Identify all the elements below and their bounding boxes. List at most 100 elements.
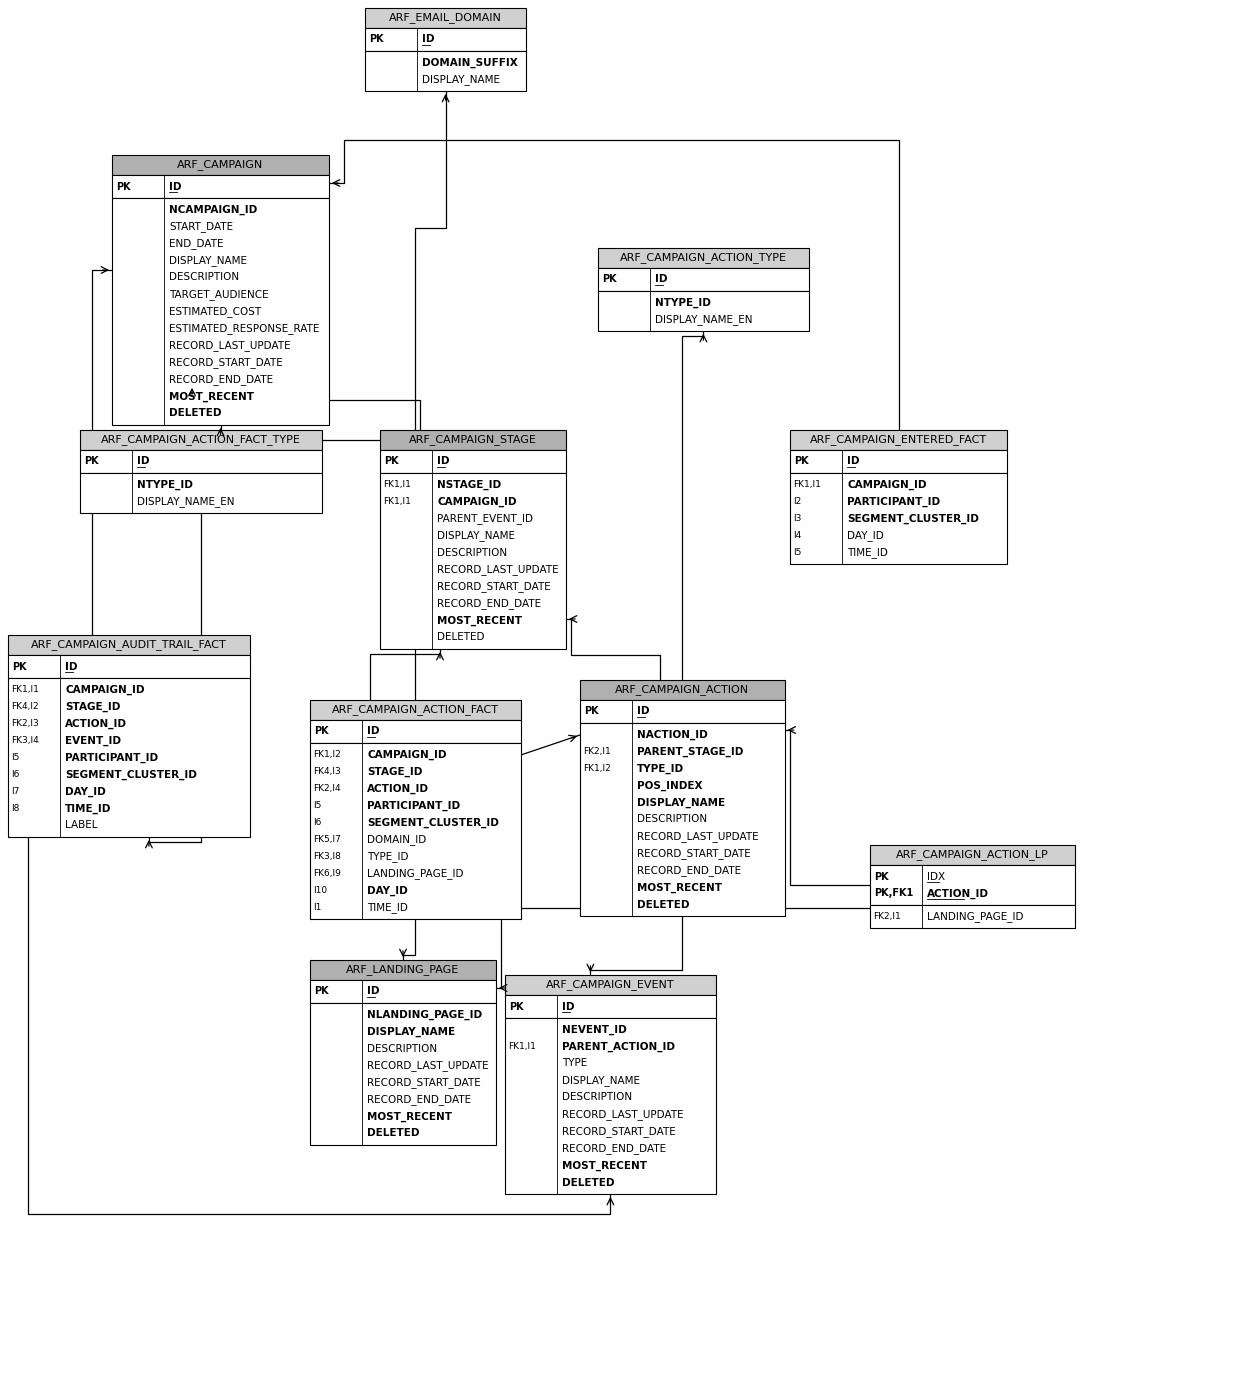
Text: RECORD_END_DATE: RECORD_END_DATE	[367, 1095, 472, 1106]
Bar	[870, 865, 1075, 906]
Text: RECORD_LAST_UPDATE: RECORD_LAST_UPDATE	[169, 340, 290, 351]
Text: PARTICIPANT_ID: PARTICIPANT_ID	[65, 753, 158, 763]
Bar	[7, 656, 249, 678]
Text: DOMAIN_SUFFIX: DOMAIN_SUFFIX	[422, 57, 517, 68]
Text: FK1,I2: FK1,I2	[313, 750, 341, 758]
Text: DAY_ID: DAY_ID	[367, 885, 408, 896]
Text: I2: I2	[793, 497, 802, 506]
Text: IDX: IDX	[927, 871, 946, 882]
Text: MOST_RECENT: MOST_RECENT	[562, 1160, 647, 1171]
Text: ARF_EMAIL_DOMAIN: ARF_EMAIL_DOMAIN	[390, 13, 503, 24]
Text: ID: ID	[848, 457, 860, 467]
Bar	[365, 51, 526, 92]
Text: PK: PK	[369, 35, 383, 44]
Text: PK: PK	[314, 726, 329, 736]
Text: PK: PK	[314, 986, 329, 996]
Text: RECORD_END_DATE: RECORD_END_DATE	[169, 374, 273, 385]
Text: PK: PK	[84, 457, 98, 467]
Text: DELETED: DELETED	[562, 1178, 614, 1188]
Text: NCAMPAIGN_ID: NCAMPAIGN_ID	[169, 204, 257, 215]
Text: STAGE_ID: STAGE_ID	[65, 701, 120, 711]
Bar	[310, 1003, 496, 1145]
Text: NLANDING_PAGE_ID: NLANDING_PAGE_ID	[367, 1010, 482, 1020]
Text: ID: ID	[65, 661, 77, 671]
Text: PARTICIPANT_ID: PARTICIPANT_ID	[367, 800, 460, 811]
Text: NACTION_ID: NACTION_ID	[637, 729, 707, 739]
Text: STAGE_ID: STAGE_ID	[367, 767, 422, 776]
Text: RECORD_LAST_UPDATE: RECORD_LAST_UPDATE	[437, 564, 558, 575]
Bar	[112, 175, 329, 199]
Bar	[112, 156, 329, 175]
Text: TIME_ID: TIME_ID	[367, 901, 408, 913]
Text: DAY_ID: DAY_ID	[65, 786, 105, 797]
Text: PARTICIPANT_ID: PARTICIPANT_ID	[848, 496, 941, 507]
Bar	[870, 906, 1075, 928]
Text: CAMPAIGN_ID: CAMPAIGN_ID	[848, 479, 927, 490]
Text: I3: I3	[793, 514, 802, 524]
Text: FK2,I1: FK2,I1	[872, 913, 901, 921]
Text: DESCRIPTION: DESCRIPTION	[437, 547, 508, 557]
Text: PARENT_ACTION_ID: PARENT_ACTION_ID	[562, 1042, 675, 1051]
Text: ARF_LANDING_PAGE: ARF_LANDING_PAGE	[346, 964, 459, 975]
Text: EVENT_ID: EVENT_ID	[65, 735, 122, 746]
Text: DOMAIN_ID: DOMAIN_ID	[367, 833, 426, 845]
Bar	[380, 431, 566, 450]
Text: TIME_ID: TIME_ID	[848, 547, 887, 558]
Text: DISPLAY_NAME: DISPLAY_NAME	[562, 1075, 640, 1086]
Text: ARF_CAMPAIGN_ACTION: ARF_CAMPAIGN_ACTION	[616, 685, 750, 696]
Text: RECORD_START_DATE: RECORD_START_DATE	[437, 581, 551, 592]
Text: FK6,I9: FK6,I9	[313, 870, 341, 878]
Text: RECORD_START_DATE: RECORD_START_DATE	[637, 849, 751, 858]
Text: RECORD_LAST_UPDATE: RECORD_LAST_UPDATE	[637, 831, 758, 842]
Text: SEGMENT_CLUSTER_ID: SEGMENT_CLUSTER_ID	[65, 770, 197, 779]
Text: FK2,I1: FK2,I1	[583, 747, 611, 756]
Bar	[505, 1018, 716, 1195]
Bar	[79, 474, 321, 513]
Bar	[380, 450, 566, 474]
Text: ID: ID	[437, 457, 449, 467]
Text: DELETED: DELETED	[169, 408, 221, 418]
Text: I10: I10	[313, 886, 328, 895]
Text: RECORD_END_DATE: RECORD_END_DATE	[637, 865, 741, 876]
Text: ARF_CAMPAIGN_EVENT: ARF_CAMPAIGN_EVENT	[546, 979, 675, 990]
Bar	[791, 474, 1006, 564]
Text: FK1,I1: FK1,I1	[11, 685, 38, 694]
Bar	[112, 199, 329, 425]
Bar	[310, 981, 496, 1003]
Text: I5: I5	[793, 549, 802, 557]
Text: RECORD_END_DATE: RECORD_END_DATE	[562, 1143, 666, 1154]
Text: START_DATE: START_DATE	[169, 221, 233, 232]
Text: NTYPE_ID: NTYPE_ID	[655, 297, 711, 307]
Text: PK: PK	[602, 275, 617, 285]
Text: DESCRIPTION: DESCRIPTION	[367, 1043, 437, 1053]
Text: FK1,I1: FK1,I1	[508, 1042, 536, 1051]
Text: ID: ID	[137, 457, 149, 467]
Text: RECORD_START_DATE: RECORD_START_DATE	[367, 1076, 480, 1088]
Text: DISPLAY_NAME: DISPLAY_NAME	[637, 797, 725, 807]
Text: PK,FK1: PK,FK1	[874, 889, 913, 899]
Bar	[580, 700, 784, 724]
Text: ARF_CAMPAIGN_STAGE: ARF_CAMPAIGN_STAGE	[410, 435, 537, 446]
Text: SEGMENT_CLUSTER_ID: SEGMENT_CLUSTER_ID	[848, 514, 979, 524]
Text: PARENT_EVENT_ID: PARENT_EVENT_ID	[437, 513, 532, 524]
Text: PK: PK	[509, 1001, 524, 1011]
Text: FK2,I4: FK2,I4	[313, 783, 340, 793]
Text: MOST_RECENT: MOST_RECENT	[637, 882, 722, 893]
Bar	[310, 960, 496, 981]
Bar	[310, 743, 521, 920]
Text: I7: I7	[11, 788, 20, 796]
Text: FK1,I1: FK1,I1	[793, 481, 820, 489]
Text: FK1,I1: FK1,I1	[383, 497, 411, 506]
Text: I8: I8	[11, 804, 20, 813]
Text: CAMPAIGN_ID: CAMPAIGN_ID	[367, 750, 447, 760]
Text: I1: I1	[313, 903, 321, 913]
Text: FK5,I7: FK5,I7	[313, 835, 341, 845]
Text: ID: ID	[562, 1001, 575, 1011]
Bar	[598, 249, 809, 268]
Bar	[7, 678, 249, 838]
Text: LANDING_PAGE_ID: LANDING_PAGE_ID	[367, 868, 463, 879]
Text: ID: ID	[655, 275, 668, 285]
Bar	[365, 28, 526, 51]
Text: MOST_RECENT: MOST_RECENT	[367, 1111, 452, 1122]
Text: ID: ID	[169, 182, 181, 192]
